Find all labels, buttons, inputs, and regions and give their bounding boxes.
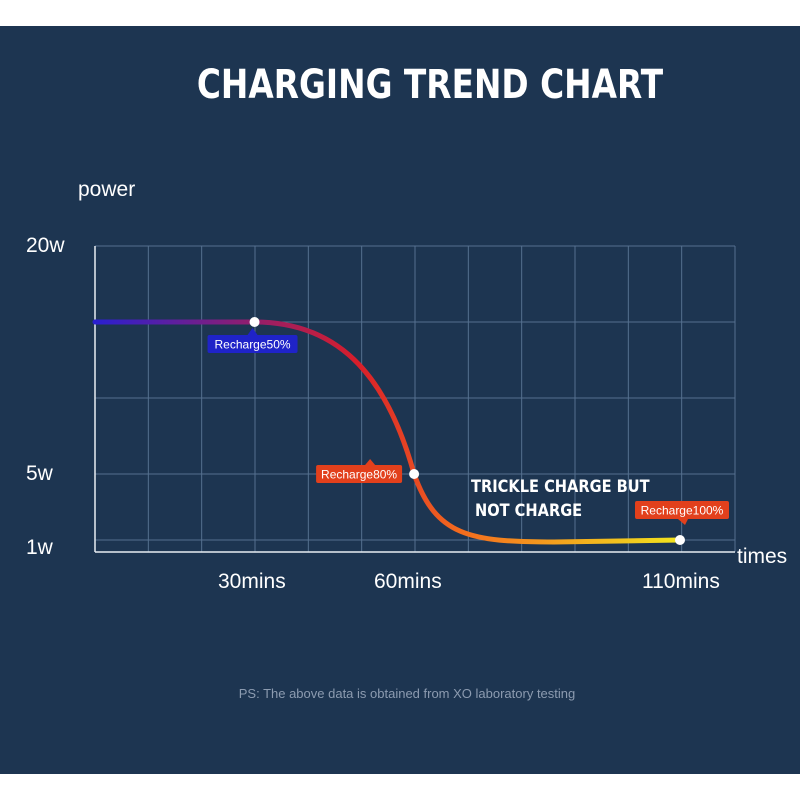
x-axis-label: times [737, 545, 788, 568]
x-tick-30mins: 30mins [218, 570, 286, 593]
callout-recharge100-pct: Recharge100% [635, 501, 729, 525]
y-axis-label: power [78, 178, 136, 201]
x-tick-60mins: 60mins [374, 570, 442, 593]
callout-recharge50-pct: Recharge50% [207, 328, 298, 353]
chart-panel [0, 26, 800, 774]
y-tick-1w: 1w [26, 536, 53, 559]
trickle-charge-note: TRICKLE CHARGE BUT NOT CHARGE [471, 476, 650, 520]
x-tick-110mins: 110mins [642, 570, 720, 593]
callout-label: Recharge50% [215, 338, 291, 352]
chart-title: CHARGING TREND CHART [196, 62, 664, 108]
data-point-marker [409, 469, 420, 479]
series-line [92, 319, 683, 545]
footnote: PS: The above data is obtained from XO l… [238, 686, 576, 701]
note-line: NOT CHARGE [475, 500, 582, 520]
data-point-marker [249, 317, 260, 327]
data-point-marker [675, 535, 685, 545]
axes [94, 246, 735, 553]
callout-label: Recharge100% [641, 504, 724, 518]
callout-label: Recharge80% [321, 468, 397, 482]
y-tick-5w: 5w [26, 462, 53, 485]
y-tick-20w: 20w [26, 234, 65, 257]
note-line: TRICKLE CHARGE BUT [471, 476, 650, 496]
callout-recharge80-pct: Recharge80% [316, 459, 403, 483]
